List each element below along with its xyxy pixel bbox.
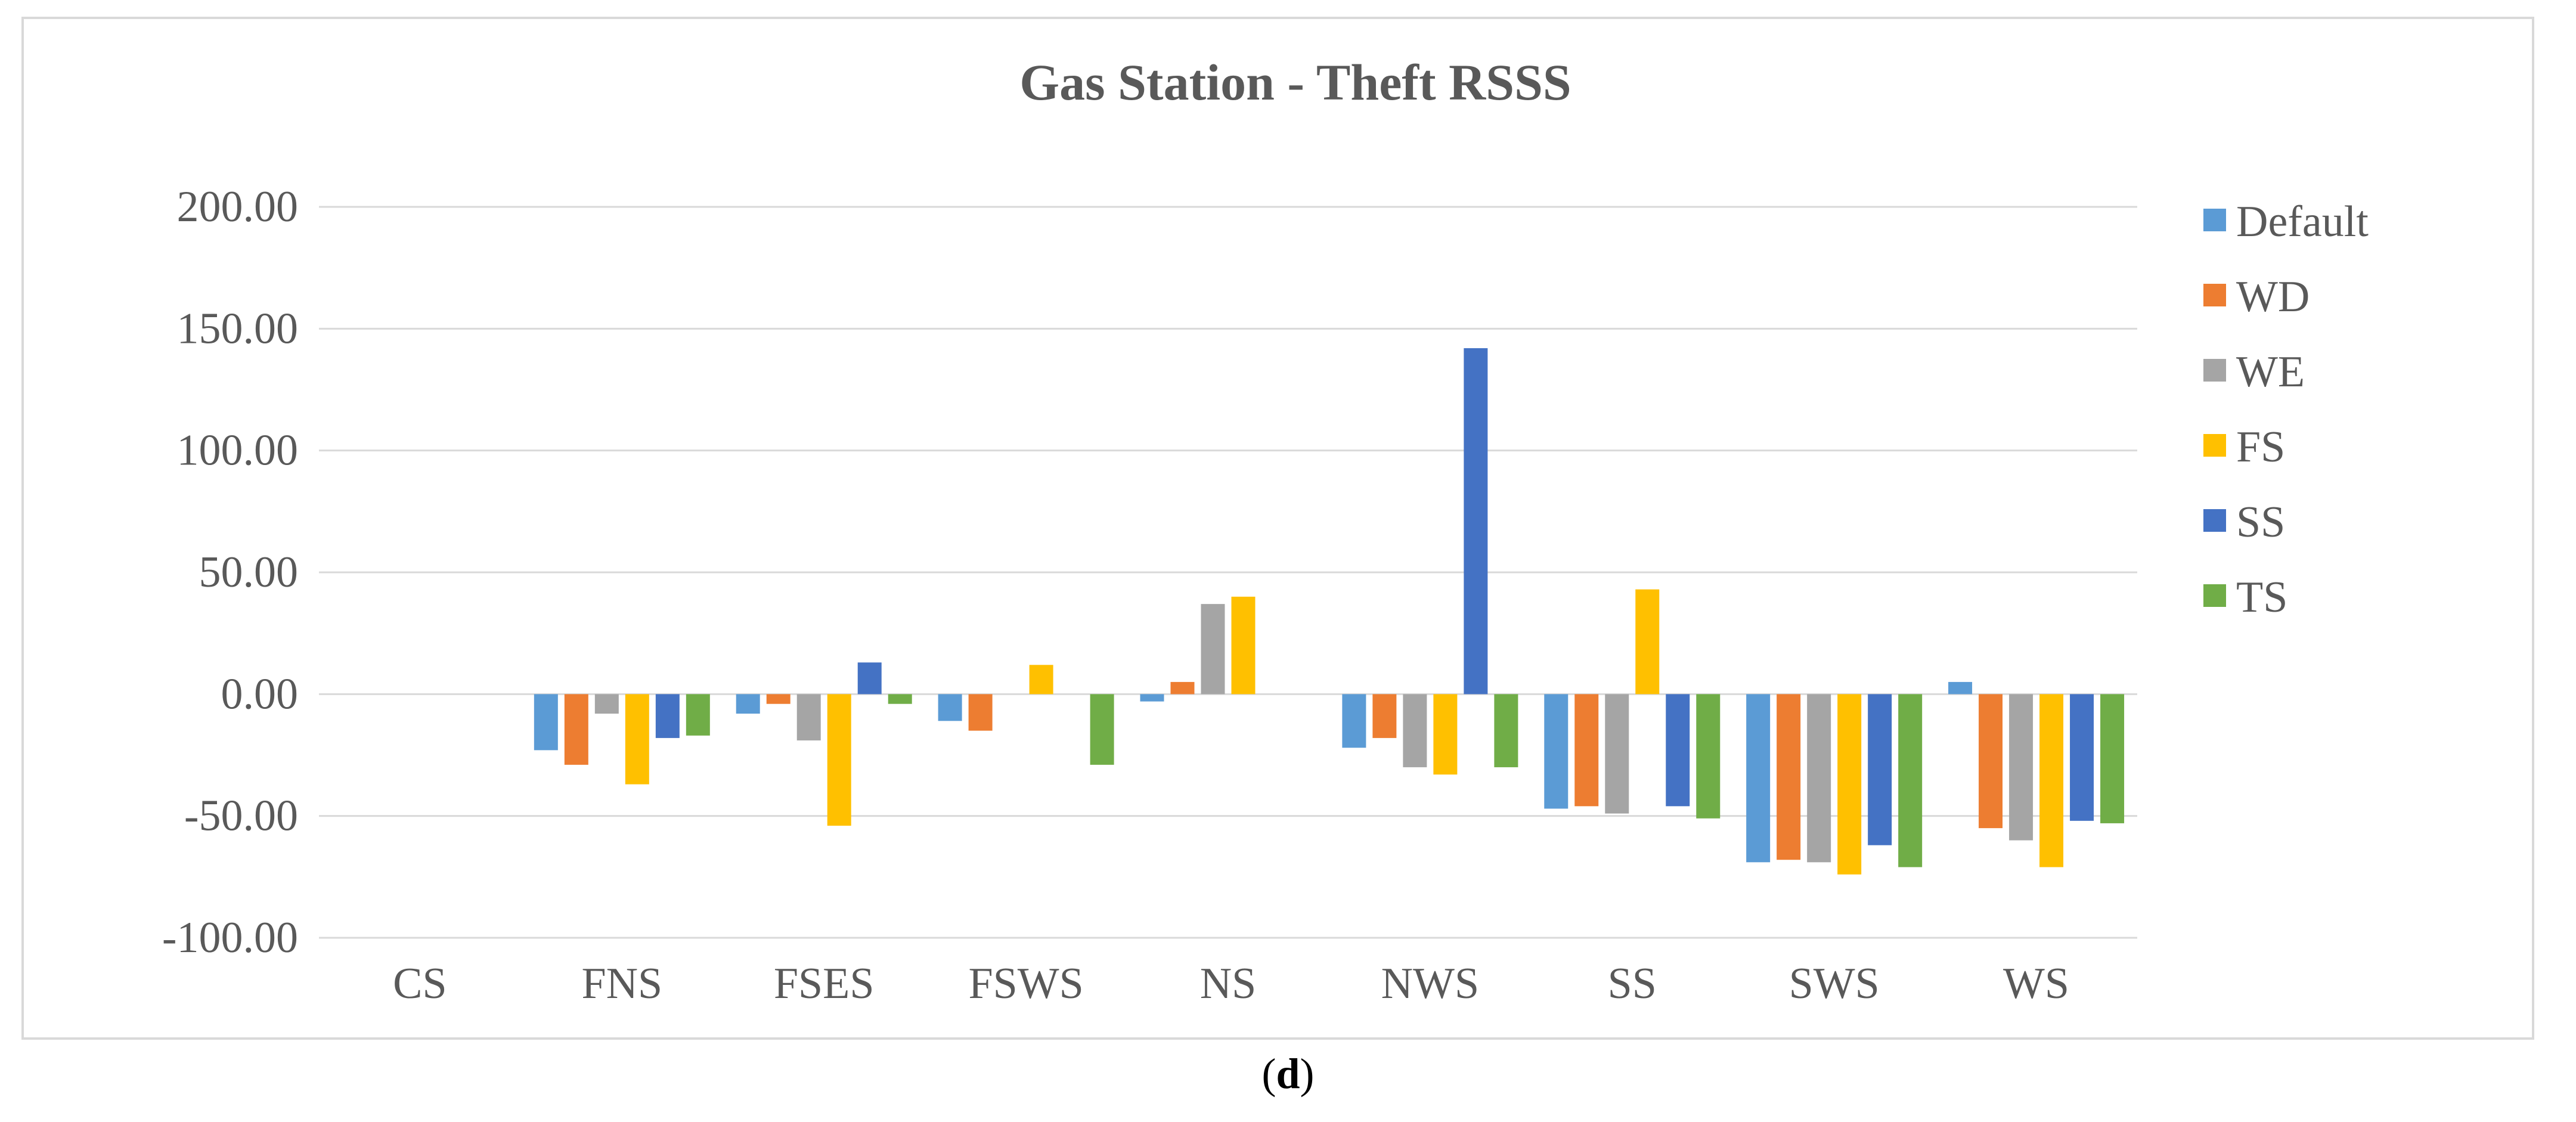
bar-ts-nws: [1494, 694, 1518, 767]
x-tick-label: NWS: [1381, 959, 1479, 1008]
y-tick-label: 200.00: [177, 182, 299, 231]
x-tick-label: FSWS: [968, 959, 1083, 1008]
bar-fs-fns: [625, 694, 649, 785]
bar-we-nws: [1403, 694, 1427, 767]
legend-swatch-fs: [2203, 434, 2226, 457]
x-tick-label: FNS: [581, 959, 662, 1008]
x-tick-label: NS: [1200, 959, 1257, 1008]
bar-default-fsws: [938, 694, 962, 721]
bar-default-fns: [534, 694, 558, 751]
bar-fs-fsws: [1029, 665, 1053, 695]
bar-wd-sws: [1777, 694, 1801, 860]
chart-frame: Gas Station - Theft RSSS 200.00 150.00 100…: [21, 17, 2534, 1040]
bar-ss-nws: [1464, 348, 1488, 695]
legend: Default WD WE FS SS TS: [2203, 197, 2369, 622]
bar-default-ws: [1948, 681, 1973, 695]
bar-fs-sws: [1837, 694, 1862, 875]
legend-swatch-wd: [2203, 284, 2226, 306]
legend-label-ts: TS: [2236, 573, 2287, 622]
caption-open-paren: (: [1261, 1050, 1276, 1098]
bar-wd-fses: [766, 694, 791, 704]
bar-ts-ss: [1696, 694, 1721, 819]
legend-label-default: Default: [2236, 197, 2369, 246]
chart-title: Gas Station - Theft RSSS: [1019, 54, 1571, 111]
caption-close-paren: ): [1300, 1050, 1315, 1098]
legend-swatch-default: [2203, 209, 2226, 231]
bar-ts-fsws: [1090, 694, 1114, 765]
bar-default-ss: [1544, 694, 1568, 809]
bar-wd-ns: [1170, 681, 1195, 695]
bar-wd-fsws: [968, 694, 993, 731]
y-tick-label: -50.00: [184, 792, 298, 841]
y-tick-label: 0.00: [221, 670, 299, 718]
x-tick-label: SWS: [1789, 959, 1880, 1008]
bar-wd-ws: [1979, 694, 2003, 829]
bar-ts-fns: [686, 694, 710, 736]
bar-fs-nws: [1433, 694, 1458, 775]
y-axis-tick-labels: 200.00 150.00 100.00 50.00 0.00 -50.00 -100.00: [162, 182, 298, 962]
chart-svg: Gas Station - Theft RSSS 200.00 150.00 100…: [162, 54, 2369, 1008]
bar-ss-fns: [655, 694, 680, 738]
bar-we-ws: [2009, 694, 2033, 841]
bar-we-sws: [1807, 694, 1831, 863]
bar-default-sws: [1746, 694, 1771, 863]
legend-swatch-ts: [2203, 584, 2226, 607]
bar-ts-sws: [1898, 694, 1923, 867]
bar-wd-fns: [564, 694, 588, 765]
legend-swatch-ss: [2203, 509, 2226, 532]
bars: [534, 348, 2125, 875]
bar-fs-ns: [1231, 596, 1256, 695]
bar-fs-ss: [1635, 589, 1660, 695]
legend-label-we: WE: [2236, 348, 2305, 396]
x-tick-label: SS: [1608, 959, 1657, 1008]
bar-default-fses: [736, 694, 760, 714]
bar-ss-ss: [1666, 694, 1690, 807]
bar-we-ns: [1201, 604, 1225, 695]
bar-ts-ws: [2100, 694, 2125, 823]
bar-ss-ws: [2070, 694, 2094, 821]
bar-we-fses: [796, 694, 821, 740]
caption-letter: d: [1276, 1050, 1300, 1098]
figure-caption: (d): [0, 1049, 2576, 1099]
bar-fs-ws: [2039, 694, 2064, 867]
legend-label-ss: SS: [2236, 498, 2285, 547]
bar-ts-fses: [888, 694, 912, 704]
bar-we-fns: [594, 694, 619, 714]
bar-ss-sws: [1868, 694, 1892, 845]
bar-ss-fses: [857, 662, 882, 695]
bar-fs-fses: [827, 694, 851, 826]
legend-label-fs: FS: [2236, 423, 2285, 472]
gridlines: [319, 206, 2137, 939]
legend-label-wd: WD: [2236, 272, 2310, 321]
x-tick-label: FSES: [774, 959, 875, 1008]
y-tick-label: 100.00: [177, 426, 299, 475]
y-tick-label: 150.00: [177, 304, 299, 353]
y-tick-label: 50.00: [199, 548, 299, 597]
y-tick-label: -100.00: [162, 913, 298, 962]
bar-default-nws: [1342, 694, 1366, 748]
bar-we-ss: [1605, 694, 1629, 814]
bar-wd-nws: [1372, 694, 1397, 738]
bar-default-ns: [1140, 694, 1164, 702]
legend-swatch-we: [2203, 359, 2226, 382]
bar-wd-ss: [1574, 694, 1599, 807]
x-tick-label: CS: [393, 959, 447, 1008]
x-tick-label: WS: [2003, 959, 2069, 1008]
x-axis-category-labels: CS FNS FSES FSWS NS NWS SS SWS WS: [393, 959, 2069, 1008]
